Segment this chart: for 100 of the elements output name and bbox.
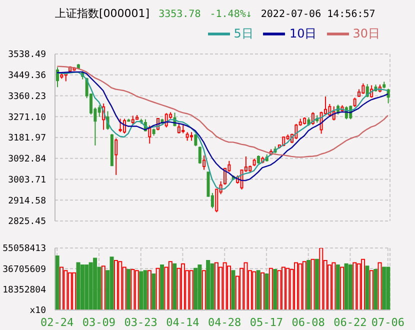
bar (281, 266, 286, 310)
bar (268, 268, 273, 310)
bar (348, 264, 352, 310)
y-tick-label: 18352804 (2, 286, 46, 296)
y-tick-label: 55058413 (2, 244, 46, 254)
bar (382, 266, 386, 310)
bar (314, 258, 319, 310)
bar (55, 255, 60, 310)
bar (194, 268, 198, 310)
x-tick-label: 04-14 (166, 316, 200, 329)
bar (206, 260, 210, 310)
bar (298, 263, 302, 310)
bar (336, 264, 340, 310)
candlestick (98, 104, 101, 118)
bar (172, 263, 177, 310)
bar (310, 258, 315, 310)
chart-title: 上证指数[000001] (55, 6, 150, 21)
bar (180, 263, 185, 310)
bar (352, 262, 357, 310)
bar (110, 256, 114, 310)
bar (252, 271, 256, 310)
bar (260, 272, 265, 310)
bar (118, 261, 122, 310)
x-tick-label: 02-24 (40, 316, 74, 329)
y-tick-label: 3271.10 (8, 112, 46, 123)
candlestick (177, 122, 180, 134)
bar (273, 268, 278, 310)
y-tick-label: 2825.45 (8, 217, 46, 228)
x-tick-label: 06-22 (334, 316, 367, 329)
y-tick-label: 3449.36 (8, 71, 46, 82)
x-tick-label: 05-17 (250, 316, 284, 329)
bar (60, 266, 64, 310)
candlestick (114, 138, 118, 176)
bar (369, 270, 374, 310)
bar (143, 270, 148, 310)
bar (126, 268, 131, 310)
bar (72, 272, 76, 310)
bar (84, 264, 89, 310)
candlestick (311, 112, 314, 126)
y-tick-label: x10 (30, 306, 46, 316)
candlestick (362, 82, 365, 94)
y-tick-label: 3003.71 (8, 175, 46, 186)
bar (374, 268, 378, 310)
bar (139, 271, 144, 310)
bar (294, 262, 298, 310)
candlestick (353, 97, 356, 108)
bar (256, 270, 260, 310)
text: 2022-07-06 14:56:57 (260, 9, 376, 20)
bar (356, 263, 361, 310)
legend-label: 30日 (352, 26, 380, 40)
bar (168, 261, 172, 310)
line-series (56, 66, 389, 158)
candlestick (294, 123, 298, 140)
bar (277, 270, 282, 310)
bar (210, 263, 214, 310)
y-tick-label: 3360.23 (8, 92, 46, 102)
bar (80, 264, 84, 310)
bar (64, 270, 68, 310)
bar (264, 273, 269, 310)
candlestick (202, 155, 206, 170)
candlestick (148, 125, 152, 144)
y-tick-label: 3092.84 (8, 154, 46, 165)
bar (130, 268, 135, 310)
text: 3353.78 (158, 9, 201, 20)
legend-label: 5日 (234, 26, 254, 40)
bar (361, 258, 366, 310)
bar (198, 264, 202, 310)
bar (306, 260, 311, 310)
text: -1.48%↓ (210, 9, 252, 20)
bar (319, 248, 324, 310)
bar (340, 266, 344, 310)
candlestick (194, 134, 198, 147)
bar (214, 262, 218, 310)
bar (189, 270, 194, 310)
candlestick (198, 146, 202, 164)
candlestick (118, 118, 122, 133)
bar (114, 260, 118, 310)
x-tick-label: 03-09 (82, 316, 116, 329)
bar (160, 264, 164, 310)
y-tick-label: 2914.58 (8, 196, 46, 206)
bar (101, 266, 106, 310)
bar (176, 268, 181, 310)
legend-label: 10日 (289, 26, 317, 40)
candlestick (386, 88, 390, 104)
bar (378, 262, 382, 310)
bar (76, 262, 80, 310)
y-tick-label: 3538.49 (8, 50, 46, 60)
bar (68, 272, 72, 310)
bar (386, 266, 390, 310)
y-tick-label: 36705609 (2, 264, 46, 275)
bar (286, 268, 290, 310)
y-tick-label: 3181.97 (8, 134, 46, 144)
bar (344, 263, 348, 310)
bar (302, 261, 306, 310)
bar (231, 270, 236, 310)
x-tick-label: 06-08 (292, 316, 325, 329)
x-tick-label: 03-23 (124, 316, 158, 329)
bar (93, 258, 98, 310)
candlestick (215, 188, 218, 213)
bar (332, 262, 336, 310)
